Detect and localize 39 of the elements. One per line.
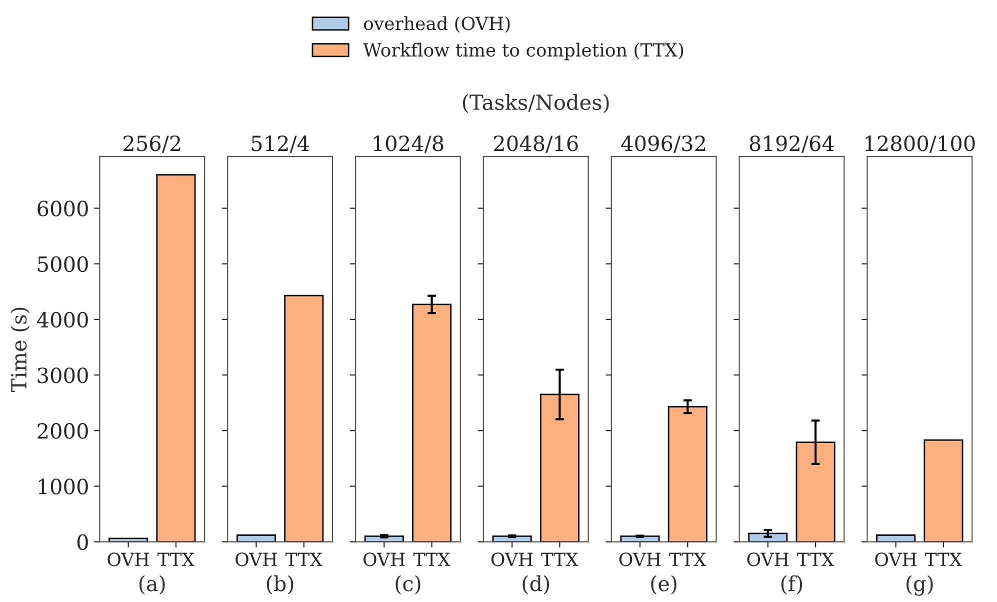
- x-tick-label: OVH: [747, 552, 789, 566]
- x-tick-label: OVH: [236, 552, 277, 566]
- x-axis-title: (a): [139, 575, 165, 594]
- x-tick-label: OVH: [491, 552, 533, 566]
- y-tick-label: 0: [77, 534, 88, 550]
- chart-title: 2048/16: [494, 136, 578, 153]
- chart-title: 4096/32: [621, 136, 706, 153]
- y-tick-label: 1000: [38, 478, 88, 494]
- x-axis-title: (e): [651, 575, 676, 594]
- x-axis-title: (g): [906, 575, 933, 596]
- y-tick-label: 4000: [36, 312, 88, 328]
- chart-title: 1024/8: [374, 136, 444, 153]
- y-tick-label: 5000: [38, 256, 88, 272]
- x-axis-title: (b): [266, 575, 294, 594]
- y-tick-label: 2000: [38, 423, 88, 439]
- x-tick-label: TTX: [797, 552, 834, 566]
- x-tick-label: TTX: [413, 552, 450, 566]
- x-tick-label: OVH: [364, 552, 405, 566]
- chart-title: 512/4: [252, 136, 310, 153]
- x-axis-title: (f): [781, 575, 802, 594]
- x-tick-label: TTX: [925, 552, 962, 566]
- x-axis-title: (d): [522, 575, 550, 594]
- chart-subtitle: (Tasks/Nodes): [462, 94, 609, 114]
- x-tick-label: OVH: [108, 552, 149, 566]
- y-tick-label: 6000: [38, 200, 88, 216]
- x-tick-label: TTX: [285, 552, 322, 566]
- x-tick-label: TTX: [669, 552, 706, 566]
- legend-label: overhead (OVH): [364, 16, 510, 33]
- x-tick-label: TTX: [157, 552, 195, 566]
- chart-title: 8192/64: [750, 136, 834, 153]
- x-axis-title: (c): [396, 575, 420, 594]
- x-tick-label: OVH: [619, 552, 661, 566]
- x-tick-label: OVH: [875, 552, 916, 566]
- legend-label: Workflow time to completion (TTX): [363, 42, 684, 60]
- y-tick-label: 3000: [38, 367, 88, 384]
- chart-title: 12800/100: [866, 136, 975, 153]
- chart-title: 256/2: [124, 136, 180, 153]
- y-axis-title: Time (s): [10, 308, 30, 392]
- x-tick-label: TTX: [541, 552, 578, 566]
